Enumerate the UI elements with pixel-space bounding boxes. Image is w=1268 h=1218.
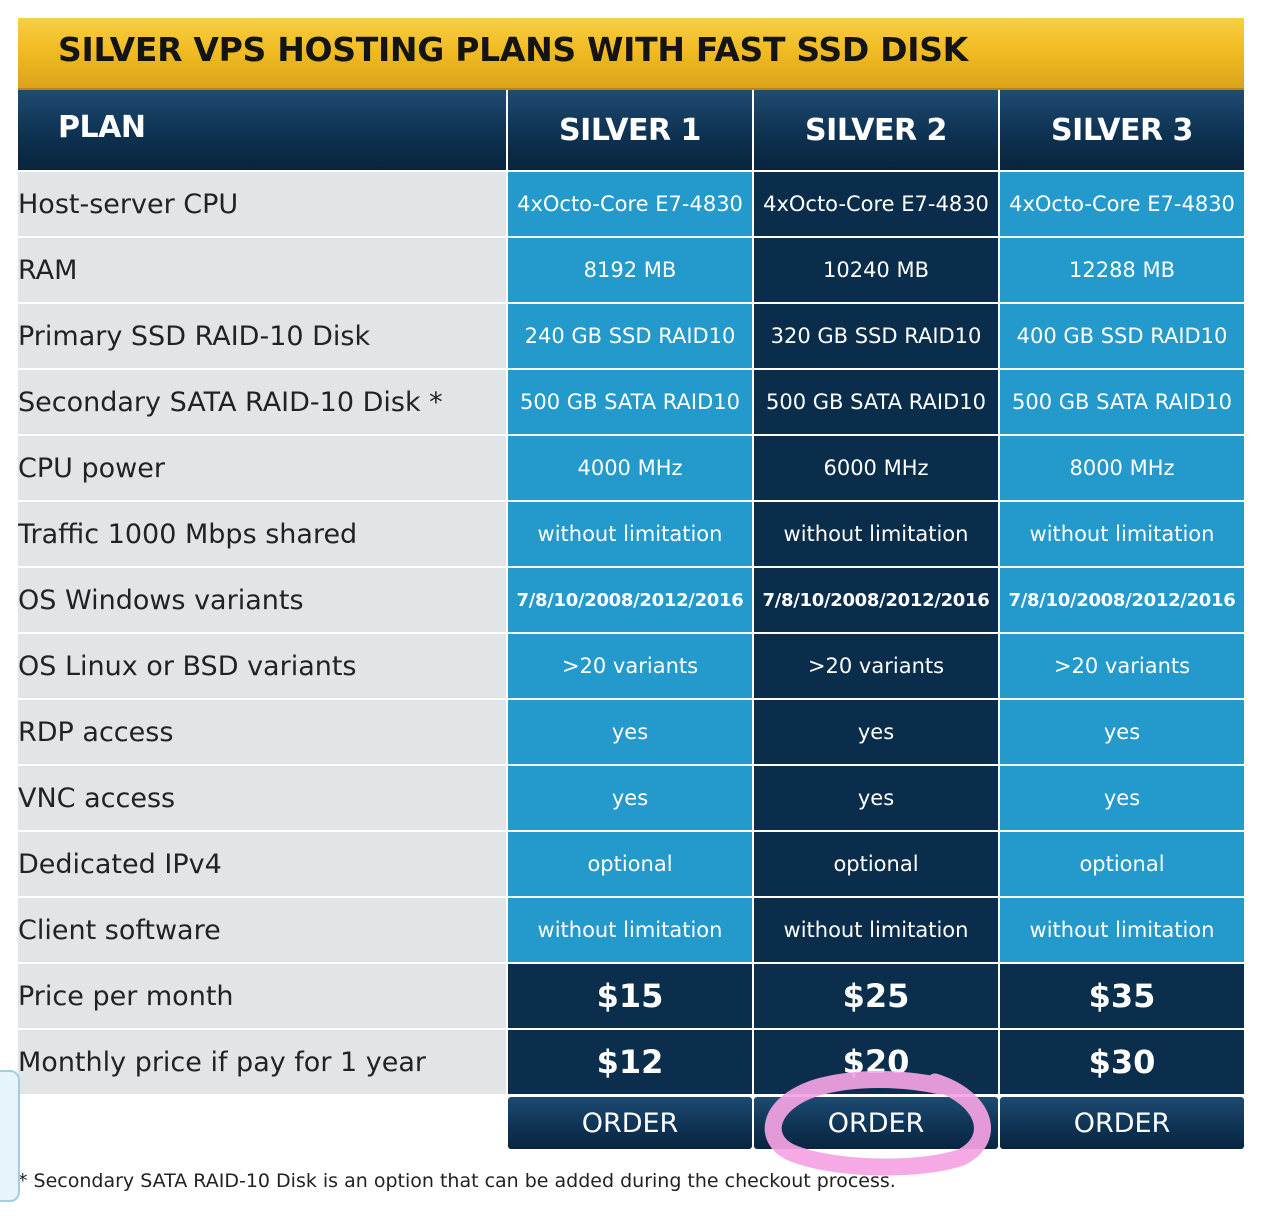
- table-header-row: PLAN SILVER 1 SILVER 2 SILVER 3: [18, 90, 1244, 170]
- price-value: $25: [754, 964, 998, 1028]
- feature-value: 240 GB SSD RAID10: [508, 304, 752, 368]
- feature-value: 400 GB SSD RAID10: [1000, 304, 1244, 368]
- table-row: OS Windows variants 7/8/10/2008/2012/201…: [18, 568, 1244, 632]
- order-row-spacer: [18, 1096, 506, 1150]
- plan-column-header: PLAN: [18, 90, 506, 170]
- side-panel-edge: [0, 1070, 20, 1202]
- order-cell: ORDER: [1000, 1096, 1244, 1150]
- table-row: Primary SSD RAID-10 Disk 240 GB SSD RAID…: [18, 304, 1244, 368]
- order-cell: ORDER: [508, 1096, 752, 1150]
- table-row: Dedicated IPv4 optional optional optiona…: [18, 832, 1244, 896]
- feature-value: yes: [508, 700, 752, 764]
- feature-value: >20 variants: [754, 634, 998, 698]
- table-row: Secondary SATA RAID-10 Disk * 500 GB SAT…: [18, 370, 1244, 434]
- table-row: Client software without limitation witho…: [18, 898, 1244, 962]
- feature-value: 4000 MHz: [508, 436, 752, 500]
- feature-value: yes: [754, 766, 998, 830]
- feature-value: optional: [1000, 832, 1244, 896]
- feature-value: 12288 MB: [1000, 238, 1244, 302]
- feature-value: without limitation: [508, 502, 752, 566]
- order-button-silver-1[interactable]: ORDER: [508, 1097, 752, 1149]
- page-banner: SILVER VPS HOSTING PLANS WITH FAST SSD D…: [18, 18, 1244, 90]
- feature-label: RAM: [18, 238, 506, 302]
- pricing-table: PLAN SILVER 1 SILVER 2 SILVER 3 Host-ser…: [16, 88, 1246, 1152]
- order-row: ORDER ORDER ORDER: [18, 1096, 1244, 1150]
- feature-value: 7/8/10/2008/2012/2016: [508, 568, 752, 632]
- price-label: Price per month: [18, 964, 506, 1028]
- feature-value: 320 GB SSD RAID10: [754, 304, 998, 368]
- feature-value: yes: [1000, 766, 1244, 830]
- feature-label: Primary SSD RAID-10 Disk: [18, 304, 506, 368]
- feature-label: CPU power: [18, 436, 506, 500]
- feature-label: VNC access: [18, 766, 506, 830]
- feature-label: Host-server CPU: [18, 172, 506, 236]
- price-value: $15: [508, 964, 752, 1028]
- order-cell: ORDER: [754, 1096, 998, 1150]
- feature-label: Client software: [18, 898, 506, 962]
- feature-value: 6000 MHz: [754, 436, 998, 500]
- feature-label: Dedicated IPv4: [18, 832, 506, 896]
- feature-value: 4xOcto-Core E7-4830: [754, 172, 998, 236]
- price-row: Price per month $15 $25 $35: [18, 964, 1244, 1028]
- table-row: RAM 8192 MB 10240 MB 12288 MB: [18, 238, 1244, 302]
- price-value: $30: [1000, 1030, 1244, 1094]
- feature-value: 7/8/10/2008/2012/2016: [754, 568, 998, 632]
- feature-value: >20 variants: [1000, 634, 1244, 698]
- feature-label: OS Windows variants: [18, 568, 506, 632]
- feature-value: 500 GB SATA RAID10: [754, 370, 998, 434]
- feature-value: without limitation: [1000, 502, 1244, 566]
- table-row: Traffic 1000 Mbps shared without limitat…: [18, 502, 1244, 566]
- table-row: CPU power 4000 MHz 6000 MHz 8000 MHz: [18, 436, 1244, 500]
- footnote: * Secondary SATA RAID-10 Disk is an opti…: [18, 1170, 896, 1192]
- feature-label: Traffic 1000 Mbps shared: [18, 502, 506, 566]
- feature-label: OS Linux or BSD variants: [18, 634, 506, 698]
- price-label: Monthly price if pay for 1 year: [18, 1030, 506, 1094]
- feature-value: 500 GB SATA RAID10: [508, 370, 752, 434]
- price-value: $20: [754, 1030, 998, 1094]
- order-button-silver-2[interactable]: ORDER: [754, 1097, 998, 1149]
- price-row: Monthly price if pay for 1 year $12 $20 …: [18, 1030, 1244, 1094]
- feature-label: Secondary SATA RAID-10 Disk *: [18, 370, 506, 434]
- feature-value: without limitation: [754, 898, 998, 962]
- feature-value: yes: [1000, 700, 1244, 764]
- feature-value: optional: [754, 832, 998, 896]
- feature-value: yes: [754, 700, 998, 764]
- price-value: $12: [508, 1030, 752, 1094]
- feature-value: 500 GB SATA RAID10: [1000, 370, 1244, 434]
- feature-value: yes: [508, 766, 752, 830]
- feature-value: without limitation: [508, 898, 752, 962]
- table-row: OS Linux or BSD variants >20 variants >2…: [18, 634, 1244, 698]
- feature-value: without limitation: [754, 502, 998, 566]
- plan-header-silver-3: SILVER 3: [1000, 90, 1244, 170]
- feature-value: 10240 MB: [754, 238, 998, 302]
- order-button-silver-3[interactable]: ORDER: [1000, 1097, 1244, 1149]
- plan-header-silver-2: SILVER 2: [754, 90, 998, 170]
- feature-value: >20 variants: [508, 634, 752, 698]
- feature-value: optional: [508, 832, 752, 896]
- feature-value: 4xOcto-Core E7-4830: [1000, 172, 1244, 236]
- plan-header-silver-1: SILVER 1: [508, 90, 752, 170]
- feature-value: 4xOcto-Core E7-4830: [508, 172, 752, 236]
- price-value: $35: [1000, 964, 1244, 1028]
- feature-value: 8000 MHz: [1000, 436, 1244, 500]
- feature-value: 8192 MB: [508, 238, 752, 302]
- feature-value: without limitation: [1000, 898, 1244, 962]
- page-title: SILVER VPS HOSTING PLANS WITH FAST SSD D…: [58, 30, 968, 69]
- table-row: VNC access yes yes yes: [18, 766, 1244, 830]
- feature-value: 7/8/10/2008/2012/2016: [1000, 568, 1244, 632]
- feature-label: RDP access: [18, 700, 506, 764]
- table-row: RDP access yes yes yes: [18, 700, 1244, 764]
- table-row: Host-server CPU 4xOcto-Core E7-4830 4xOc…: [18, 172, 1244, 236]
